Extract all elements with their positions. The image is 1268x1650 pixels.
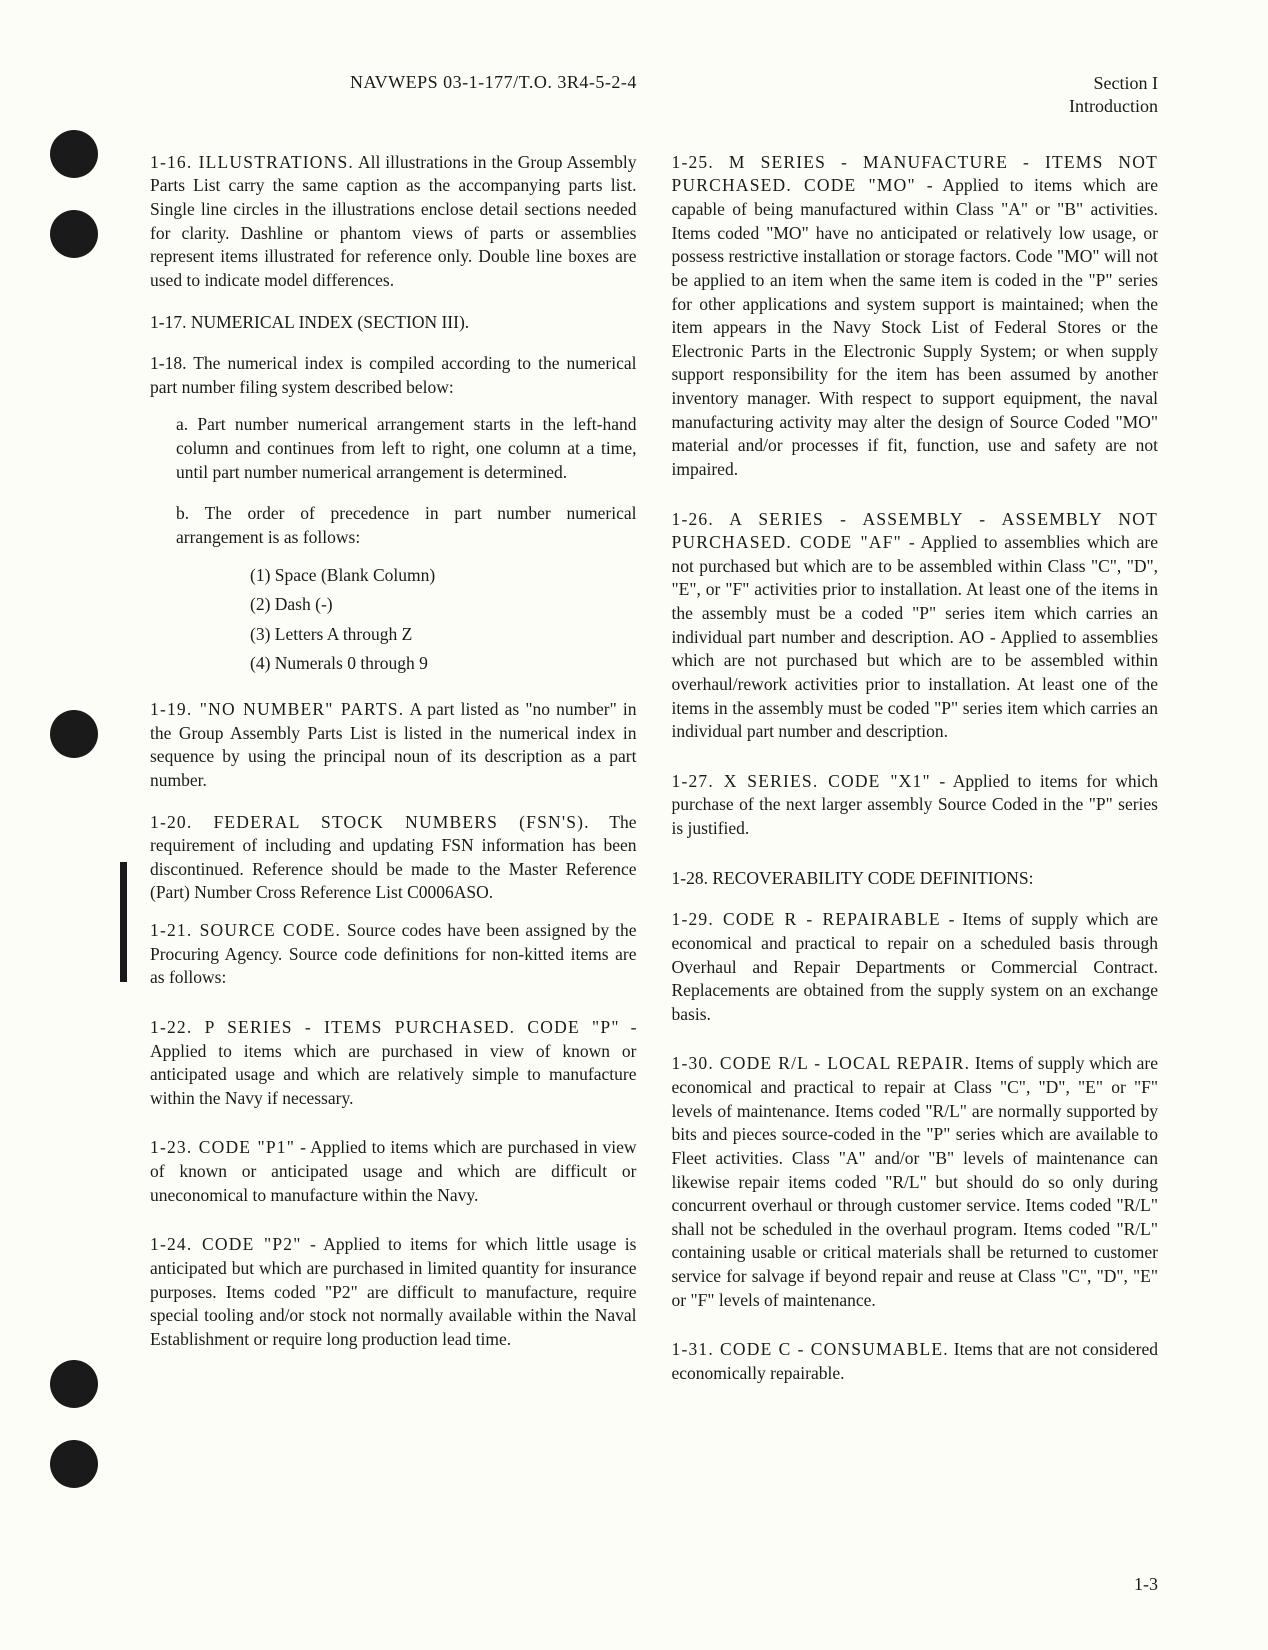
punch-hole [50,210,98,258]
para-body: - Applied to assemblies which are not pu… [672,532,1159,741]
list-item: (4) Numerals 0 through 9 [250,652,637,676]
para-1-28: 1-28. RECOVERABILITY CODE DEFINITIONS: [672,867,1159,891]
para-1-25: 1-25. M SERIES - MANUFACTURE - ITEMS NOT… [672,151,1159,482]
para-head: 1-22. P SERIES - ITEMS PURCHASED. CODE "… [150,1017,620,1037]
punch-hole [50,1360,98,1408]
para-head: 1-30. CODE R/L - LOCAL REPAIR. [672,1053,971,1073]
header-section: Section I Introduction [1069,72,1158,119]
header-doc-number: NAVWEPS 03-1-177/T.O. 3R4-5-2-4 [350,72,637,93]
para-head: 1-16. ILLUSTRATIONS. [150,152,354,172]
page-header: NAVWEPS 03-1-177/T.O. 3R4-5-2-4 Section … [150,72,1158,119]
para-1-21: 1-21. SOURCE CODE. Source codes have bee… [150,919,637,990]
para-1-26: 1-26. A SERIES - ASSEMBLY - ASSEMBLY NOT… [672,508,1159,744]
header-section-line1: Section I [1069,72,1158,95]
para-1-19: 1-19. "NO NUMBER" PARTS. A part listed a… [150,698,637,793]
para-body: All illustrations in the Group Assembly … [150,152,637,290]
para-head: 1-27. X SERIES. CODE "X1" [672,771,931,791]
para-1-31: 1-31. CODE C - CONSUMABLE. Items that ar… [672,1338,1159,1385]
left-column: 1-16. ILLUSTRATIONS. All illustrations i… [150,151,637,1404]
para-head: 1-24. CODE "P2" [150,1234,302,1254]
para-1-20: 1-20. FEDERAL STOCK NUMBERS (FSN'S). The… [150,811,637,906]
para-head: 1-23. CODE "P1" [150,1137,295,1157]
para-1-22: 1-22. P SERIES - ITEMS PURCHASED. CODE "… [150,1016,637,1111]
para-body: - Applied to items which are capable of … [672,175,1159,479]
para-head: 1-20. FEDERAL STOCK NUMBERS (FSN'S). [150,812,590,832]
para-1-30: 1-30. CODE R/L - LOCAL REPAIR. Items of … [672,1052,1159,1312]
para-1-18a: a. Part number numerical arrangement sta… [150,413,637,484]
para-head: 1-31. CODE C - CONSUMABLE. [672,1339,949,1359]
para-1-18b: b. The order of precedence in part numbe… [150,502,637,549]
right-column: 1-25. M SERIES - MANUFACTURE - ITEMS NOT… [672,151,1159,1404]
para-1-17: 1-17. NUMERICAL INDEX (SECTION III). [150,311,637,335]
punch-hole [50,130,98,178]
para-1-27: 1-27. X SERIES. CODE "X1" - Applied to i… [672,770,1159,841]
page-number: 1-3 [1134,1574,1158,1595]
header-section-line2: Introduction [1069,95,1158,118]
para-1-29: 1-29. CODE R - REPAIRABLE - Items of sup… [672,908,1159,1026]
para-head: 1-19. "NO NUMBER" PARTS. [150,699,404,719]
punch-hole [50,1440,98,1488]
body-columns: 1-16. ILLUSTRATIONS. All illustrations i… [150,151,1158,1404]
para-head: 1-21. SOURCE CODE. [150,920,341,940]
list-item: (3) Letters A through Z [250,623,637,647]
para-1-23: 1-23. CODE "P1" - Applied to items which… [150,1136,637,1207]
precedence-list: (1) Space (Blank Column) (2) Dash (-) (3… [150,564,637,677]
punch-hole [50,710,98,758]
revision-change-bar [120,862,127,982]
list-item: (2) Dash (-) [250,593,637,617]
list-item: (1) Space (Blank Column) [250,564,637,588]
para-head: 1-29. CODE R - REPAIRABLE [672,909,941,929]
document-page: NAVWEPS 03-1-177/T.O. 3R4-5-2-4 Section … [0,0,1268,1650]
para-1-18: 1-18. The numerical index is compiled ac… [150,352,637,399]
para-1-24: 1-24. CODE "P2" - Applied to items for w… [150,1233,637,1351]
para-1-16: 1-16. ILLUSTRATIONS. All illustrations i… [150,151,637,293]
para-body: Items of supply which are economical and… [672,1053,1159,1309]
